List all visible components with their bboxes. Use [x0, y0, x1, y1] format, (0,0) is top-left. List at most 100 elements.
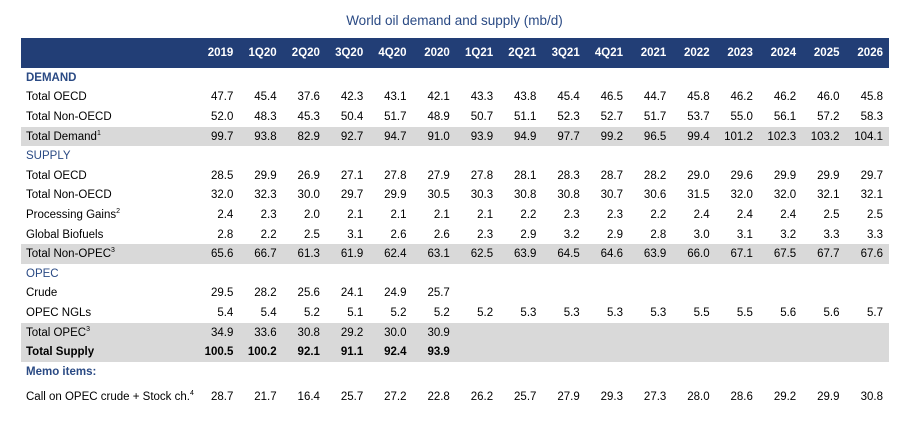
header-row: 2019 1Q20 2Q20 3Q20 4Q20 2020 1Q21 2Q21 3Q21 4Q21…: [21, 38, 889, 68]
table-cell: 63.9: [499, 244, 543, 264]
table-cell: 28.1: [514, 169, 537, 182]
table-cell: 43.8: [514, 91, 537, 104]
table-cell: 29.9: [254, 169, 277, 182]
table-cell: 5.1: [347, 306, 364, 319]
table-cell: 64.5: [542, 244, 586, 264]
row-label: OPEC NGLs: [21, 303, 196, 323]
table-cell: 2.8: [217, 228, 234, 241]
row-label-text: SUPPLY: [26, 150, 71, 163]
table-cell: [672, 264, 715, 284]
table-cell: [845, 322, 889, 343]
table-cell: 22.8: [427, 390, 450, 403]
table-cell: 25.7: [427, 287, 450, 300]
table-cell: 28.6: [730, 390, 753, 403]
table-cell: 66.7: [239, 244, 283, 264]
table-cell: [759, 264, 802, 284]
table-cell: [846, 68, 890, 88]
table-cell: 2.4: [217, 208, 234, 221]
table-cell: 29.9: [773, 169, 797, 182]
table-cell: [499, 322, 543, 343]
table-cell: [499, 68, 542, 88]
table-cell: 28.3: [557, 169, 580, 182]
row-label: Call on OPEC crude + Stock ch.4: [21, 382, 196, 412]
table-cell: [845, 342, 889, 362]
table-cell: [846, 264, 890, 284]
column-header: 2026: [845, 38, 889, 68]
table-cell: 21.7: [254, 390, 277, 403]
table-cell: 5.3: [607, 306, 624, 319]
footnote-marker: 3: [111, 247, 115, 255]
column-header: 1Q20: [239, 38, 283, 68]
table-cell: [413, 362, 456, 382]
table-cell: 52.3: [557, 110, 580, 123]
oil-demand-supply-table: 2019 1Q20 2Q20 3Q20 4Q20 2020 1Q21 2Q21 3Q21 4Q21…: [21, 38, 889, 412]
table-cell: [758, 342, 803, 362]
table-cell: [542, 146, 585, 166]
table-cell: 103.2: [802, 126, 846, 147]
table-cell: [672, 146, 715, 166]
table-cell: 5.3: [563, 306, 580, 319]
row-label-text: Total OPEC: [26, 326, 87, 339]
footnote-marker: 1: [96, 129, 101, 137]
table-cell: 57.2: [817, 110, 840, 123]
table-cell: [455, 322, 500, 343]
table-cell: [716, 284, 759, 304]
table-cell: [542, 342, 586, 362]
table-cell: [585, 322, 630, 343]
table-cell: 27.1: [340, 169, 364, 182]
table-cell: 32.1: [817, 189, 840, 202]
table-cell: 30.0: [369, 322, 413, 343]
table-cell: [802, 264, 845, 284]
table-cell: 42.3: [340, 91, 364, 104]
table-cell: [716, 264, 759, 284]
table-cell: 51.7: [643, 110, 667, 123]
table-cell: [586, 362, 629, 382]
table-cell: 31.5: [687, 189, 710, 202]
table-cell: [802, 68, 845, 88]
table-cell: 5.4: [260, 306, 277, 319]
table-cell: 56.1: [773, 110, 797, 123]
table-cell: 2.6: [433, 228, 450, 241]
table-cell: 52.0: [210, 110, 234, 123]
table-cell: [716, 362, 759, 382]
table-cell: 94.7: [369, 126, 413, 147]
table-cell: 2.5: [823, 208, 840, 221]
table-cell: [542, 362, 585, 382]
table-row: OPEC: [21, 264, 889, 284]
table-cell: 29.9: [817, 169, 840, 182]
table-cell: [629, 146, 672, 166]
table-cell: [196, 264, 239, 284]
table-cell: 30.8: [514, 189, 537, 202]
table-cell: 96.5: [629, 126, 673, 147]
table-cell: 46.2: [730, 91, 753, 104]
row-label-text: Processing Gains: [26, 208, 117, 221]
column-header: 2025: [802, 38, 846, 68]
table-cell: [629, 284, 672, 304]
table-cell: [759, 362, 802, 382]
table-cell: 30.6: [643, 189, 667, 202]
table-cell: [759, 68, 802, 88]
table-cell: [456, 264, 499, 284]
table-cell: 24.1: [340, 287, 364, 300]
table-cell: [802, 146, 845, 166]
row-label: Total Demand1: [21, 126, 197, 147]
table-cell: 29.6: [730, 169, 753, 182]
row-label: Total OECD: [21, 88, 196, 108]
table-cell: 43.1: [384, 91, 407, 104]
table-cell: 29.5: [210, 287, 234, 300]
table-cell: [196, 68, 239, 88]
table-cell: 28.7: [600, 169, 624, 182]
table-cell: 2.9: [607, 228, 624, 241]
table-row: Total OECD 47.7 45.4 37.6 42.3 43.1 42.1 43.3 43…: [21, 88, 889, 108]
table-cell: 29.9: [817, 390, 840, 403]
table-row: Total OPEC3 34.9 33.6 30.8 29.2 30.0 30.9: [21, 322, 889, 343]
row-label-text: Global Biofuels: [26, 228, 104, 241]
table-cell: 2.4: [780, 208, 797, 221]
table-cell: 2.3: [260, 208, 277, 221]
table-cell: 29.3: [600, 390, 624, 403]
table-cell: 44.7: [643, 91, 667, 104]
table-cell: [456, 284, 499, 304]
table-cell: 65.6: [196, 244, 240, 264]
table-cell: 3.2: [563, 228, 580, 241]
table-cell: 61.3: [282, 244, 326, 264]
